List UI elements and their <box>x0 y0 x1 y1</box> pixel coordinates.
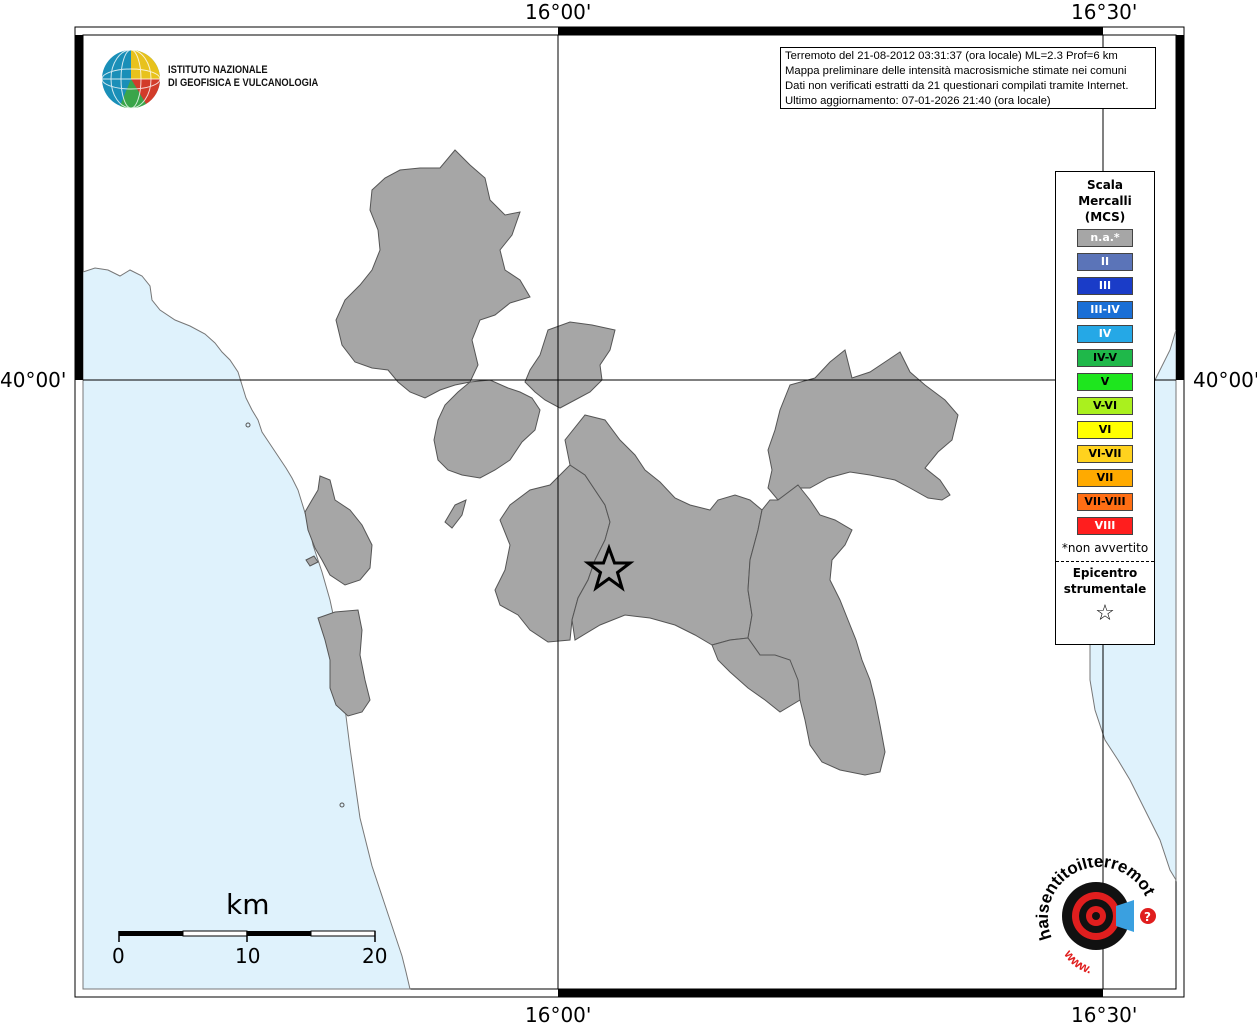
frame-bar-bottom <box>558 989 1103 997</box>
communes <box>304 149 959 776</box>
legend-note: *non avvertito <box>1061 541 1149 555</box>
lon-label-bottom-west: 16°00' <box>525 1003 592 1027</box>
legend-separator <box>1056 561 1154 562</box>
legend-item: III-IV <box>1077 301 1133 319</box>
event-info-line: Mappa preliminare delle intensità macros… <box>785 65 1127 77</box>
hsi-target-icon <box>1062 882 1134 950</box>
lat-label-east: 40°00' <box>1193 368 1257 392</box>
legend-star-icon: ☆ <box>1095 601 1115 626</box>
scale-tick-label: 0 <box>112 944 125 968</box>
intensity-legend: Scala Mercalli (MCS) n.a.* II III III-IV IV I… <box>1055 171 1155 645</box>
lon-label-top-east: 16°30' <box>1071 0 1138 24</box>
ingv-name-line1: ISTITUTO NAZIONALE <box>168 64 268 76</box>
commune-shape <box>335 149 531 399</box>
scale-tick-label: 20 <box>362 944 388 968</box>
ingv-logo: ISTITUTO NAZIONALE DI GEOFISICA E VULCAN… <box>100 48 330 110</box>
svg-text:?: ? <box>1144 910 1151 924</box>
commune-shape <box>711 637 801 713</box>
legend-item: VII-VIII <box>1077 493 1133 511</box>
legend-item: VI-VII <box>1077 445 1133 463</box>
frame-bar-top <box>558 27 1103 35</box>
legend-title: Scala Mercalli (MCS) <box>1078 178 1132 224</box>
scale-bar <box>118 930 376 942</box>
commune-shape <box>433 379 541 479</box>
lon-label-bottom-east: 16°30' <box>1071 1003 1138 1027</box>
event-info-line: Terremoto del 21-08-2012 03:31:37 (ora l… <box>785 50 1118 62</box>
lat-label-west: 40°00' <box>0 368 67 392</box>
coast-islet <box>305 555 319 567</box>
lon-label-top-west: 16°00' <box>525 0 592 24</box>
frame-bar-right <box>1176 35 1184 380</box>
epicenter-star <box>583 543 635 592</box>
commune-shape <box>444 499 467 529</box>
legend-item: II <box>1077 253 1133 271</box>
ingv-name-line2: DI GEOFISICA E VULCANOLOGIA <box>168 77 319 89</box>
hsi-question-icon <box>1140 908 1156 924</box>
event-info-line: Dati non verificati estratti da 21 quest… <box>785 80 1129 92</box>
event-info-line: Ultimo aggiornamento: 07-01-2026 21:40 (… <box>785 95 1051 107</box>
legend-item: IV-V <box>1077 349 1133 367</box>
legend-item: VIII <box>1077 517 1133 535</box>
scale-unit: km <box>226 888 270 921</box>
rock-islet <box>339 802 345 808</box>
legend-items: n.a.* II III III-IV IV IV-V V V-VI VI VI-VII VII VI… <box>1056 229 1154 535</box>
hsi-url: www. <box>1061 946 1094 976</box>
ingv-globe-icon <box>101 49 161 109</box>
legend-item: VII <box>1077 469 1133 487</box>
commune-shape <box>304 475 373 586</box>
legend-item: VI <box>1077 421 1133 439</box>
legend-item: n.a.* <box>1077 229 1133 247</box>
legend-epicenter-label: Epicentro strumentale <box>1063 566 1147 596</box>
legend-item: IV <box>1077 325 1133 343</box>
commune-shape <box>524 321 616 409</box>
ingv-name: ISTITUTO NAZIONALE DI GEOFISICA E VULCAN… <box>168 64 318 90</box>
legend-item: V-VI <box>1077 397 1133 415</box>
legend-item: III <box>1077 277 1133 295</box>
frame-bar-left <box>75 35 83 380</box>
commune-shape <box>747 484 886 776</box>
hsi-logo: haisentitoilterremoto.it www. ? <box>1029 843 1164 978</box>
commune-shape <box>317 609 371 717</box>
scale-tick-label: 10 <box>235 944 261 968</box>
legend-item: V <box>1077 373 1133 391</box>
sea-west <box>82 267 411 990</box>
rock-islet <box>245 422 251 428</box>
event-info-box: Terremoto del 21-08-2012 03:31:37 (ora l… <box>780 47 1156 109</box>
commune-shape <box>767 349 959 501</box>
